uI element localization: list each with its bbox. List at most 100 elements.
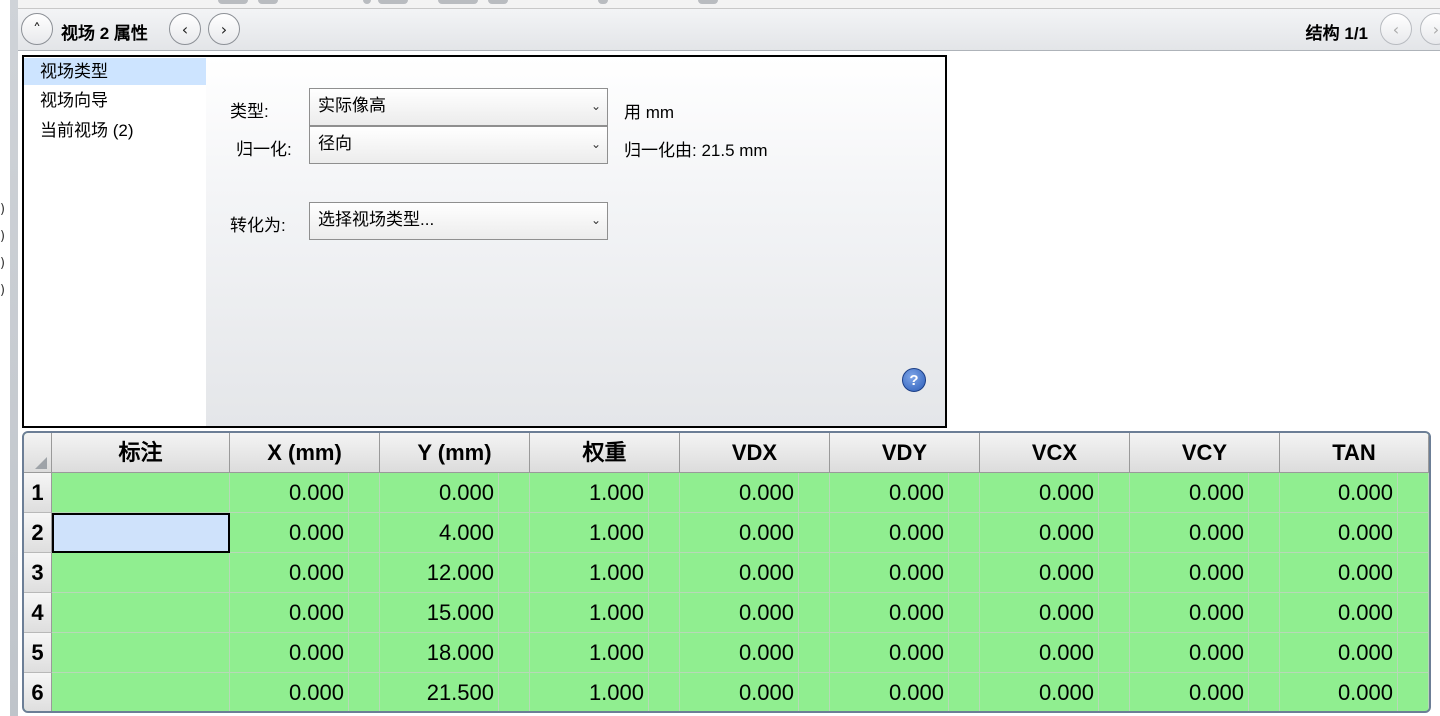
col-header-weight[interactable]: 权重 [530,433,680,473]
table-cell[interactable]: 15.000 [380,593,530,633]
table-cell[interactable]: 0.000 [1130,673,1280,711]
table-cell[interactable]: 18.000 [380,633,530,673]
table-cell[interactable] [52,593,230,633]
table-cell[interactable]: 21.500 [380,673,530,711]
table-cell[interactable]: 0.000 [980,673,1130,711]
col-header-y[interactable]: Y (mm) [380,433,530,473]
col-header-tan[interactable]: TAN [1280,433,1429,473]
collapse-button[interactable]: ˄ [21,13,53,45]
col-header-vdx[interactable]: VDX [680,433,830,473]
prev-structure-button[interactable]: ‹ [1380,13,1412,45]
table-cell[interactable]: 0.000 [980,513,1130,553]
cell-divider [498,553,499,593]
table-cell[interactable]: 0.000 [1130,633,1280,673]
table-cell[interactable]: 0.000 [380,473,530,513]
col-header-label[interactable]: 标注 [52,433,230,473]
table-cell[interactable]: 0.000 [830,553,980,593]
row-header[interactable]: 2 [24,513,52,553]
cell-divider [498,513,499,553]
col-header-vcy[interactable]: VCY [1130,433,1280,473]
table-cell[interactable]: 0.000 [980,473,1130,513]
table-cell[interactable]: 12.000 [380,553,530,593]
chevron-right-icon: › [220,19,228,39]
cell-divider [348,673,349,711]
row-header[interactable]: 3 [24,553,52,593]
table-cell[interactable]: 0.000 [230,593,380,633]
table-cell[interactable]: 1.000 [530,673,680,711]
table-cell[interactable]: 0.000 [1280,513,1429,553]
help-icon[interactable]: ? [902,368,926,392]
row-header[interactable]: 6 [24,673,52,711]
prev-field-button[interactable]: ‹ [169,13,201,45]
cell-value: 0.000 [1188,560,1244,585]
table-cell[interactable]: 0.000 [830,633,980,673]
edge-paren: ) [0,256,6,271]
table-cell[interactable] [52,473,230,513]
cell-value: 0.000 [438,480,494,505]
table-cell[interactable]: 0.000 [230,553,380,593]
table-cell[interactable]: 0.000 [1280,553,1429,593]
normalization-select[interactable]: 径向 ⌄ [309,126,608,164]
convert-select[interactable]: 选择视场类型... ⌄ [309,202,608,240]
cell-divider [798,673,799,711]
table-row: 1 0.000 0.000 1.000 0.000 0.000 0.000 0.000 0.00… [24,473,1429,513]
table-cell[interactable] [52,553,230,593]
table-cell[interactable]: 1.000 [530,473,680,513]
cell-value: 0.000 [1038,680,1094,705]
table-cell[interactable]: 0.000 [1280,473,1429,513]
table-cell[interactable] [52,673,230,711]
row-header[interactable]: 4 [24,593,52,633]
col-header-vdy[interactable]: VDY [830,433,980,473]
table-cell[interactable]: 0.000 [680,553,830,593]
table-cell[interactable]: 0.000 [1130,553,1280,593]
table-cell[interactable] [52,633,230,673]
nav-item-field-wizard[interactable]: 视场向导 [40,91,108,110]
table-cell[interactable]: 0.000 [980,593,1130,633]
table-cell[interactable]: 0.000 [1130,473,1280,513]
table-cell[interactable]: 0.000 [680,673,830,711]
select-all-corner[interactable] [24,433,52,473]
properties-nav: 视场类型 视场向导 当前视场 (2) [24,57,206,426]
cell-divider [498,673,499,711]
col-header-x[interactable]: X (mm) [230,433,380,473]
row-header[interactable]: 5 [24,633,52,673]
cell-value: 0.000 [288,680,344,705]
table-cell[interactable]: 1.000 [530,513,680,553]
table-cell[interactable]: 0.000 [230,513,380,553]
table-cell[interactable]: 4.000 [380,513,530,553]
table-cell[interactable] [52,513,230,553]
table-cell[interactable]: 0.000 [1130,513,1280,553]
table-cell[interactable]: 0.000 [980,553,1130,593]
row-header[interactable]: 1 [24,473,52,513]
table-cell[interactable]: 0.000 [1280,633,1429,673]
normalization-select-value: 径向 [318,134,352,153]
table-cell[interactable]: 0.000 [680,473,830,513]
table-cell[interactable]: 0.000 [830,673,980,711]
next-field-button[interactable]: › [208,13,240,45]
nav-item-field-type[interactable]: 视场类型 [24,58,206,85]
table-cell[interactable]: 0.000 [680,593,830,633]
table-cell[interactable]: 0.000 [830,593,980,633]
table-cell[interactable]: 0.000 [230,633,380,673]
table-cell[interactable]: 1.000 [530,553,680,593]
col-header-vcx[interactable]: VCX [980,433,1130,473]
table-cell[interactable]: 0.000 [680,513,830,553]
table-cell[interactable]: 0.000 [680,633,830,673]
edge-paren: ) [0,202,6,217]
table-cell[interactable]: 1.000 [530,593,680,633]
table-cell[interactable]: 0.000 [980,633,1130,673]
nav-item-current-field[interactable]: 当前视场 (2) [40,121,134,140]
table-cell[interactable]: 0.000 [830,513,980,553]
cell-divider [648,673,649,711]
type-select[interactable]: 实际像高 ⌄ [309,88,608,126]
table-cell[interactable]: 0.000 [1130,593,1280,633]
normalization-info: 归一化由: 21.5 mm [624,141,768,160]
table-cell[interactable]: 0.000 [1280,673,1429,711]
table-cell[interactable]: 0.000 [830,473,980,513]
table-cell[interactable]: 0.000 [230,673,380,711]
structure-indicator: 结构 1/1 [1305,24,1368,43]
table-cell[interactable]: 0.000 [1280,593,1429,633]
table-cell[interactable]: 0.000 [230,473,380,513]
next-structure-button[interactable]: › [1420,13,1440,45]
table-cell[interactable]: 1.000 [530,633,680,673]
